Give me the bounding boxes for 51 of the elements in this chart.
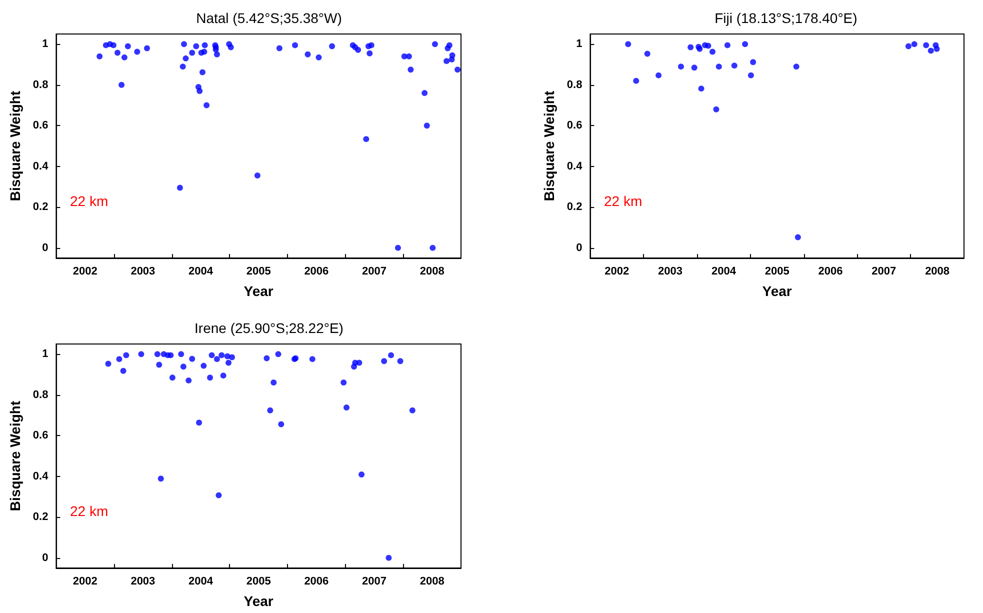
y-tick-label: 1 bbox=[42, 38, 48, 50]
x-tick-label: 2008 bbox=[925, 266, 950, 278]
x-tick-label: 2003 bbox=[130, 576, 156, 588]
x-tick-label: 2002 bbox=[72, 266, 98, 278]
x-tick-label: 2006 bbox=[818, 266, 843, 278]
y-tick-label: 0 bbox=[42, 552, 48, 564]
y-tick-label: 0.4 bbox=[32, 470, 50, 482]
annotation: 22 km bbox=[70, 193, 108, 209]
x-tick-label: 2005 bbox=[246, 576, 271, 588]
x-tick-label: 2004 bbox=[188, 576, 214, 588]
chart-title: Natal (5.42°S;35.38°W) bbox=[196, 10, 342, 26]
x-tick-label: 2007 bbox=[362, 576, 386, 588]
y-tick-label: 0.6 bbox=[566, 120, 582, 132]
y-tick-label: 0.4 bbox=[566, 160, 584, 172]
y-tick-label: 0.2 bbox=[32, 201, 48, 214]
y-axis-title: Bisquare Weight bbox=[7, 400, 23, 512]
y-tick-label: 0.8 bbox=[32, 388, 48, 401]
x-tick-label: 2008 bbox=[420, 576, 444, 588]
annotation: 22 km bbox=[70, 503, 108, 519]
y-tick-label: 1 bbox=[576, 38, 582, 50]
x-tick-label: 2004 bbox=[711, 266, 737, 278]
chart-title: Irene (25.90°S;28.22°E) bbox=[194, 320, 344, 336]
x-axis-title: Year bbox=[244, 593, 274, 609]
x-tick-label: 2003 bbox=[130, 266, 156, 278]
annotation: 22 km bbox=[604, 193, 642, 209]
y-tick-label: 0 bbox=[576, 242, 582, 254]
y-tick-label: 0.8 bbox=[566, 78, 582, 91]
y-axis-title: Bisquare Weight bbox=[7, 90, 23, 202]
y-tick-label: 0.6 bbox=[32, 430, 48, 442]
x-tick-label: 2006 bbox=[304, 266, 329, 278]
x-axis-title: Year bbox=[762, 283, 792, 299]
x-tick-label: 2002 bbox=[604, 266, 630, 278]
y-tick-label: 0.8 bbox=[32, 78, 48, 91]
y-tick-label: 0.2 bbox=[566, 201, 582, 214]
x-tick-label: 2002 bbox=[72, 576, 98, 588]
chart-title: Fiji (18.13°S;178.40°E) bbox=[714, 10, 858, 26]
x-tick-label: 2008 bbox=[420, 266, 444, 278]
x-tick-label: 2003 bbox=[658, 266, 683, 278]
x-tick-label: 2007 bbox=[872, 266, 896, 278]
x-axis-title: Year bbox=[244, 283, 274, 299]
y-tick-label: 1 bbox=[42, 348, 48, 360]
x-tick-label: 2006 bbox=[304, 576, 329, 588]
y-tick-label: 0.4 bbox=[32, 160, 50, 172]
x-tick-label: 2005 bbox=[246, 266, 271, 278]
y-tick-label: 0.6 bbox=[32, 120, 48, 132]
y-tick-label: 0.2 bbox=[32, 511, 48, 524]
x-tick-label: 2004 bbox=[188, 266, 214, 278]
y-axis-title: Bisquare Weight bbox=[541, 90, 557, 202]
y-tick-label: 0 bbox=[42, 242, 48, 254]
x-tick-label: 2007 bbox=[362, 266, 386, 278]
x-tick-label: 2005 bbox=[764, 266, 790, 278]
